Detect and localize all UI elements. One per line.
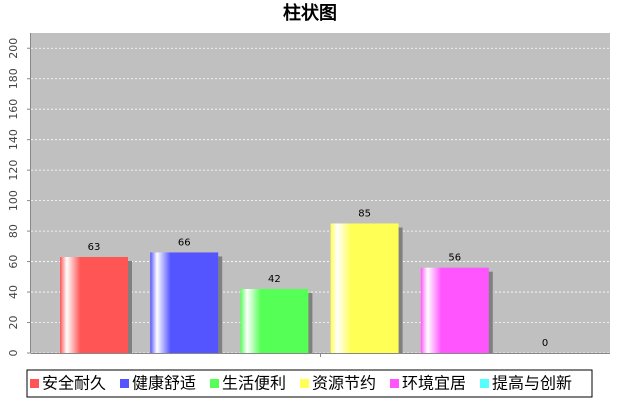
value-label: 42 xyxy=(268,274,281,285)
value-label: 56 xyxy=(448,253,461,264)
legend-swatch xyxy=(300,379,309,388)
y-tick-label: 0 xyxy=(7,350,20,357)
legend-label: 环境宜居 xyxy=(402,374,466,393)
bar xyxy=(240,289,309,353)
legend-label: 提高与创新 xyxy=(492,374,572,393)
y-tick-label: 100 xyxy=(7,190,20,211)
legend-swatch xyxy=(120,379,129,388)
legend-swatch xyxy=(390,379,399,388)
value-label: 66 xyxy=(178,237,191,248)
chart-title: 柱状图 xyxy=(283,2,337,24)
y-tick-label: 200 xyxy=(7,38,20,59)
y-tick-label: 20 xyxy=(7,316,20,330)
y-tick-label: 40 xyxy=(7,285,20,299)
bar xyxy=(330,223,399,353)
value-label: 0 xyxy=(542,338,548,349)
legend-swatch xyxy=(210,379,219,388)
legend-label: 生活便利 xyxy=(222,374,286,393)
legend-label: 安全耐久 xyxy=(42,374,106,393)
y-tick-label: 60 xyxy=(7,255,20,269)
y-tick-label: 80 xyxy=(7,224,20,238)
value-label: 63 xyxy=(88,242,101,253)
legend-label: 健康舒适 xyxy=(132,374,196,393)
y-tick-label: 140 xyxy=(7,129,20,150)
value-label: 85 xyxy=(358,208,371,219)
y-tick-label: 160 xyxy=(7,99,20,120)
legend-swatch xyxy=(480,379,489,388)
bar xyxy=(420,267,489,353)
y-tick-label: 120 xyxy=(7,160,20,181)
y-tick-label: 180 xyxy=(7,68,20,89)
bar xyxy=(60,257,128,353)
legend-swatch xyxy=(30,379,39,388)
legend-label: 资源节约 xyxy=(312,374,376,393)
bar xyxy=(150,252,219,353)
